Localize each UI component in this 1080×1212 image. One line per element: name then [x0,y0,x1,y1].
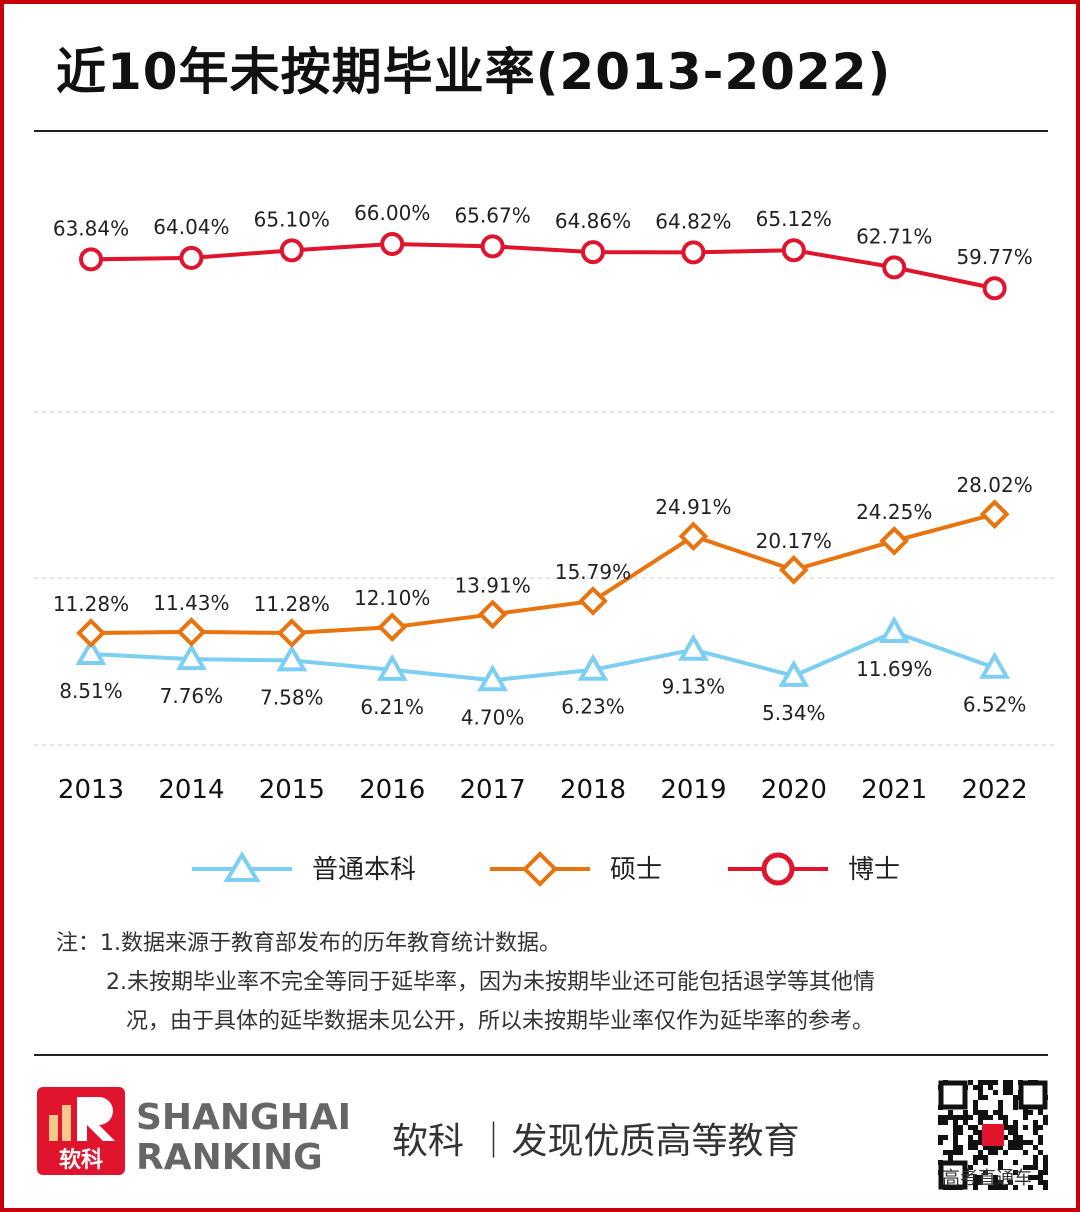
data-label: 20.17% [756,529,832,553]
data-label: 4.70% [461,705,525,729]
title-divider [34,130,1048,132]
data-label: 66.00% [354,201,430,225]
data-label: 7.58% [260,685,324,709]
x-tick-label: 2013 [58,775,124,805]
svg-text:软科: 软科 [59,1147,103,1173]
data-point-普通本科-2022 [979,651,1011,679]
data-point-博士-2022 [982,276,1007,301]
data-label: 24.25% [856,500,932,524]
data-label: 12.10% [354,586,430,610]
data-label: 11.28% [254,592,330,616]
data-label: 24.91% [655,495,731,519]
brand-name: SHANGHAI RANKING [136,1098,351,1178]
data-label: 65.10% [254,207,330,231]
data-point-硕士-2017 [477,599,508,630]
data-point-普通本科-2021 [878,616,910,644]
legend-triangle-icon [223,851,261,882]
series-line-2 [90,241,996,291]
data-point-硕士-2021 [879,526,910,556]
x-tick-label: 2018 [560,775,626,805]
x-tick-label: 2015 [259,775,325,805]
note-line-1: 注：1.数据来源于教育部发布的历年教育统计数据。 [56,931,561,956]
data-label: 63.84% [53,216,129,240]
data-point-硕士-2020 [778,555,809,585]
data-label: 59.77% [956,245,1032,269]
data-point-普通本科-2019 [677,633,709,661]
notes: 注：1.数据来源于教育部发布的历年教育统计数据。 2.未按期毕业率不完全等同于延… [56,924,875,1041]
data-point-博士-2017 [480,234,505,259]
data-point-博士-2018 [581,240,605,265]
data-point-博士-2014 [179,245,204,270]
data-point-硕士-2014 [176,617,207,647]
note-line-2: 2.未按期毕业率不完全等同于延毕率，因为未按期毕业还可能包括退学等其他情 [106,970,875,995]
legend-circle-icon [761,852,795,886]
legend-label: 博士 [848,855,900,885]
data-point-博士-2015 [279,238,304,263]
legend-label: 硕士 [610,855,662,885]
data-label: 65.12% [756,207,832,231]
x-tick-label: 2017 [460,775,526,805]
data-label: 64.82% [655,209,731,233]
data-point-博士-2020 [781,238,806,263]
legend-label: 普通本科 [312,855,416,885]
brand-line-1: SHANGHAI [136,1097,351,1138]
footer-divider [34,1054,1048,1056]
qr-code [938,1080,1048,1190]
data-point-普通本科-2017 [477,664,509,692]
data-point-硕士-2015 [276,618,307,648]
data-point-普通本科-2015 [276,644,308,672]
data-point-博士-2016 [380,232,405,256]
data-label: 13.91% [454,573,530,597]
data-label: 8.51% [59,679,123,703]
data-point-硕士-2016 [377,612,408,643]
data-label: 11.28% [53,592,129,616]
line-chart: 8.51% 7.76% 7.58% 6.21% 4.70% 6.23% 9.13% 5.34%… [34,201,1054,887]
qr-caption: 高考直通车 [942,1168,1032,1189]
data-point-普通本科-2016 [376,653,408,681]
data-point-硕士-2018 [578,586,608,616]
data-point-博士-2013 [79,247,103,272]
x-tick-label: 2016 [359,775,425,805]
shanghai-ranking-logo: 软科 [37,1087,125,1175]
x-tick-label: 2022 [962,775,1028,805]
data-point-硕士-2013 [76,618,106,648]
data-point-普通本科-2020 [778,659,810,687]
data-point-普通本科-2013 [75,637,107,665]
data-label: 64.86% [555,209,631,233]
x-tick-label: 2014 [158,775,224,805]
data-label: 62.71% [856,224,932,248]
data-label: 11.43% [153,591,229,615]
data-point-博士-2019 [681,240,706,265]
data-label: 64.04% [153,215,229,239]
data-point-硕士-2022 [979,499,1010,529]
x-tick-label: 2020 [761,775,827,805]
x-tick-label: 2019 [660,775,726,805]
series-line-0 [90,629,996,683]
data-label: 11.69% [856,657,932,681]
data-label: 28.02% [956,473,1032,497]
legend-diamond-icon [522,851,558,887]
data-label: 15.79% [555,560,631,584]
data-label: 6.23% [561,695,625,719]
series-line-1 [90,512,996,636]
page-title: 近10年未按期毕业率(2013-2022) [56,43,892,101]
brand-line-2: RANKING [136,1137,323,1178]
slogan: 软科 ｜发现优质高等教育 [392,1121,800,1162]
note-line-3: 况，由于具体的延毕数据未见公开，所以未按期毕业率仅作为延毕率的参考。 [126,1009,875,1034]
data-label: 9.13% [662,675,726,699]
data-label: 7.76% [160,684,224,708]
x-tick-label: 2021 [861,775,927,805]
data-label: 65.67% [454,203,530,227]
data-point-普通本科-2014 [175,643,207,671]
data-label: 5.34% [762,701,826,725]
data-point-普通本科-2018 [577,653,609,681]
data-point-博士-2021 [882,255,907,280]
data-label: 6.52% [963,693,1027,717]
data-label: 6.21% [360,695,424,719]
data-point-硕士-2019 [678,521,709,552]
